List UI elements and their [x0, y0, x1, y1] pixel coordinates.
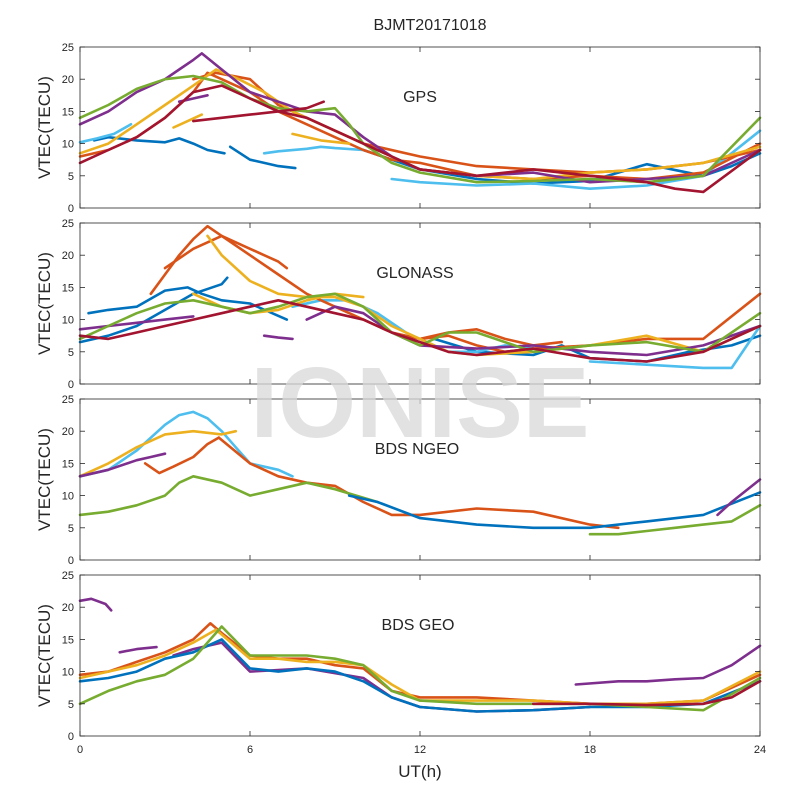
series-line-8 [716, 478, 762, 517]
series-line-6 [588, 503, 762, 536]
y-tick-label: 25 [62, 570, 74, 582]
panel-3: 0 5 10 15 20 25 0 6 12 18 24 BDS GEO VTEC(TECU) [35, 570, 766, 756]
y-tick-label: 0 [68, 203, 74, 215]
series-line-0 [78, 276, 229, 344]
panel-0: 0 5 10 15 20 25 GPS VTEC(TECU) [35, 42, 762, 215]
series-line-4 [78, 638, 762, 713]
x-tick-label: 24 [754, 744, 766, 756]
y-tick-label: 5 [68, 171, 74, 183]
x-tick-label: 12 [414, 744, 426, 756]
series-line-5 [588, 324, 762, 370]
series-line-7 [163, 234, 289, 270]
series-line-15 [192, 100, 326, 123]
series-line-13 [78, 74, 762, 184]
y-tick-label: 10 [62, 315, 74, 327]
series-group [78, 52, 762, 194]
series-line-12 [262, 334, 294, 341]
plot-area [80, 575, 760, 736]
x-tick-label: 6 [247, 744, 253, 756]
series-line-3 [574, 644, 762, 686]
y-tick-label: 25 [62, 394, 74, 406]
y-tick-label: 5 [68, 347, 74, 359]
figure-title: BJMT20171018 [374, 17, 487, 34]
series-line-13 [305, 305, 762, 357]
series-line-3 [143, 436, 221, 475]
y-tick-label: 0 [68, 379, 74, 391]
series-line-1 [87, 286, 289, 321]
series-group [78, 410, 762, 536]
y-tick-label: 10 [62, 491, 74, 503]
series-line-4 [217, 436, 620, 530]
y-axis-label: VTEC(TECU) [35, 252, 54, 355]
panel-label: BDS GEO [382, 617, 455, 634]
series-line-15 [78, 298, 762, 363]
x-tick-label: 18 [584, 744, 596, 756]
panel-1: 0 5 10 15 20 25 GLONASS VTEC(TECU) [35, 218, 762, 391]
series-line-0 [78, 597, 113, 612]
y-tick-label: 15 [62, 282, 74, 294]
series-line-14 [78, 292, 762, 354]
panel-label: BDS NGEO [375, 441, 459, 458]
series-line-1 [228, 145, 297, 170]
series-line-5 [78, 474, 379, 517]
series-line-9 [206, 234, 762, 357]
series-line-7 [347, 491, 762, 530]
series-line-1 [118, 645, 158, 654]
y-tick-label: 20 [62, 250, 74, 262]
y-tick-label: 20 [62, 74, 74, 86]
series-line-10 [291, 132, 351, 145]
x-axis-label: UT(h) [398, 762, 441, 781]
series-line-0 [92, 135, 226, 155]
series-line-8 [531, 679, 762, 707]
y-tick-label: 15 [62, 106, 74, 118]
panels: 0 5 10 15 20 25 GPS VTEC(TECU) 0 5 10 15 20 25 GLONASS… [35, 42, 766, 756]
series-line-9 [172, 113, 204, 129]
y-tick-label: 15 [62, 634, 74, 646]
panel-label: GPS [403, 89, 437, 106]
series-line-3 [78, 123, 133, 144]
y-tick-label: 25 [62, 218, 74, 230]
y-axis-label: VTEC(TECU) [35, 76, 54, 179]
plot-area [80, 399, 760, 560]
y-tick-label: 25 [62, 42, 74, 54]
y-tick-label: 0 [68, 731, 74, 743]
series-line-14 [78, 84, 762, 194]
y-tick-label: 0 [68, 555, 74, 567]
panel-label: GLONASS [376, 265, 453, 282]
series-line-11 [78, 315, 195, 331]
y-tick-label: 20 [62, 426, 74, 438]
panel-2: 0 5 10 15 20 25 BDS NGEO VTEC(TECU) [35, 394, 762, 567]
y-tick-label: 5 [68, 699, 74, 711]
watermark: IONISE [251, 347, 590, 459]
y-tick-label: 5 [68, 523, 74, 535]
series-line-2 [78, 452, 167, 478]
y-axis-label: VTEC(TECU) [35, 428, 54, 531]
y-tick-label: 15 [62, 458, 74, 470]
series-line-1 [78, 429, 238, 478]
series-group [78, 224, 762, 370]
y-tick-label: 20 [62, 602, 74, 614]
y-axis-label: VTEC(TECU) [35, 604, 54, 707]
y-tick-label: 10 [62, 667, 74, 679]
series-line-4 [262, 145, 365, 155]
y-tick-label: 10 [62, 139, 74, 151]
series-group [78, 597, 762, 713]
x-tick-label: 0 [77, 744, 83, 756]
